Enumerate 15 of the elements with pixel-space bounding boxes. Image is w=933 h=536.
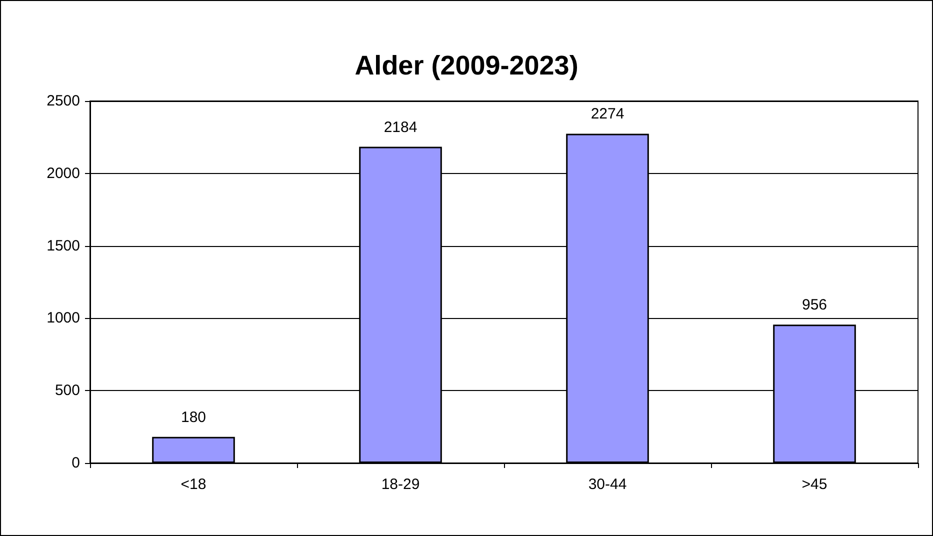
- data-label: 2184: [384, 118, 418, 136]
- x-tick-label: 18-29: [381, 476, 420, 493]
- x-tick-label: <18: [180, 476, 206, 493]
- y-tick-label: 1500: [46, 237, 80, 254]
- chart-title: Alder (2009-2023): [354, 50, 578, 80]
- y-tick-label: 2500: [46, 92, 80, 110]
- x-tick-label: 30-44: [588, 476, 627, 493]
- data-label: 2274: [590, 106, 624, 123]
- y-tick-label: 500: [54, 382, 80, 400]
- data-label: 180: [180, 408, 206, 426]
- y-tick-label: 2000: [46, 164, 80, 182]
- data-label: 956: [802, 296, 828, 314]
- y-tick-label: 1000: [46, 310, 80, 327]
- x-tick-label: >45: [802, 476, 828, 493]
- y-tick-label: 0: [72, 454, 80, 472]
